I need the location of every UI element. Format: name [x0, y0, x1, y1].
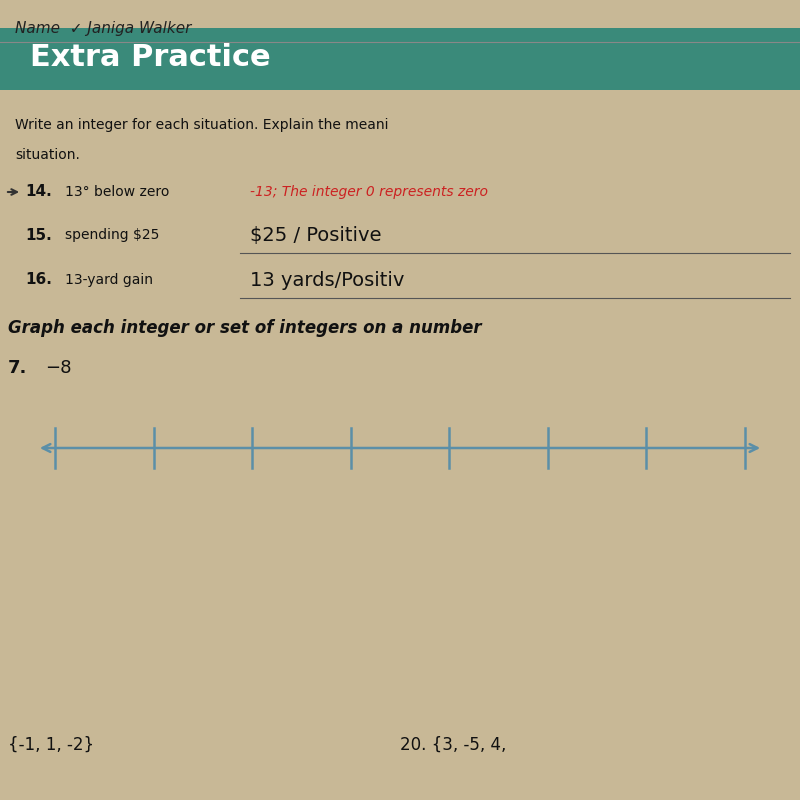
- Text: -13; The integer 0 represents zero: -13; The integer 0 represents zero: [250, 185, 488, 199]
- Text: Extra Practice: Extra Practice: [30, 43, 270, 73]
- Text: 15.: 15.: [25, 227, 52, 242]
- Text: Name  ✓ Janiga Walker: Name ✓ Janiga Walker: [15, 21, 191, 35]
- Text: situation.: situation.: [15, 148, 80, 162]
- Text: 20. {3, -5, 4,: 20. {3, -5, 4,: [400, 736, 506, 754]
- Text: spending $25: spending $25: [65, 228, 159, 242]
- Text: 13-yard gain: 13-yard gain: [65, 273, 153, 287]
- Text: Graph each integer or set of integers on a number: Graph each integer or set of integers on…: [8, 319, 482, 337]
- Text: 13 yards/Positiv: 13 yards/Positiv: [250, 270, 404, 290]
- Text: {-1, 1, -2}: {-1, 1, -2}: [8, 736, 94, 754]
- FancyBboxPatch shape: [0, 28, 800, 90]
- Text: $25 / Positive: $25 / Positive: [250, 226, 382, 245]
- Text: 7.: 7.: [8, 359, 27, 377]
- Text: −8: −8: [45, 359, 71, 377]
- Text: 13° below zero: 13° below zero: [65, 185, 170, 199]
- Text: Write an integer for each situation. Explain the meani: Write an integer for each situation. Exp…: [15, 118, 389, 132]
- Text: 16.: 16.: [25, 273, 52, 287]
- Text: 14.: 14.: [25, 185, 52, 199]
